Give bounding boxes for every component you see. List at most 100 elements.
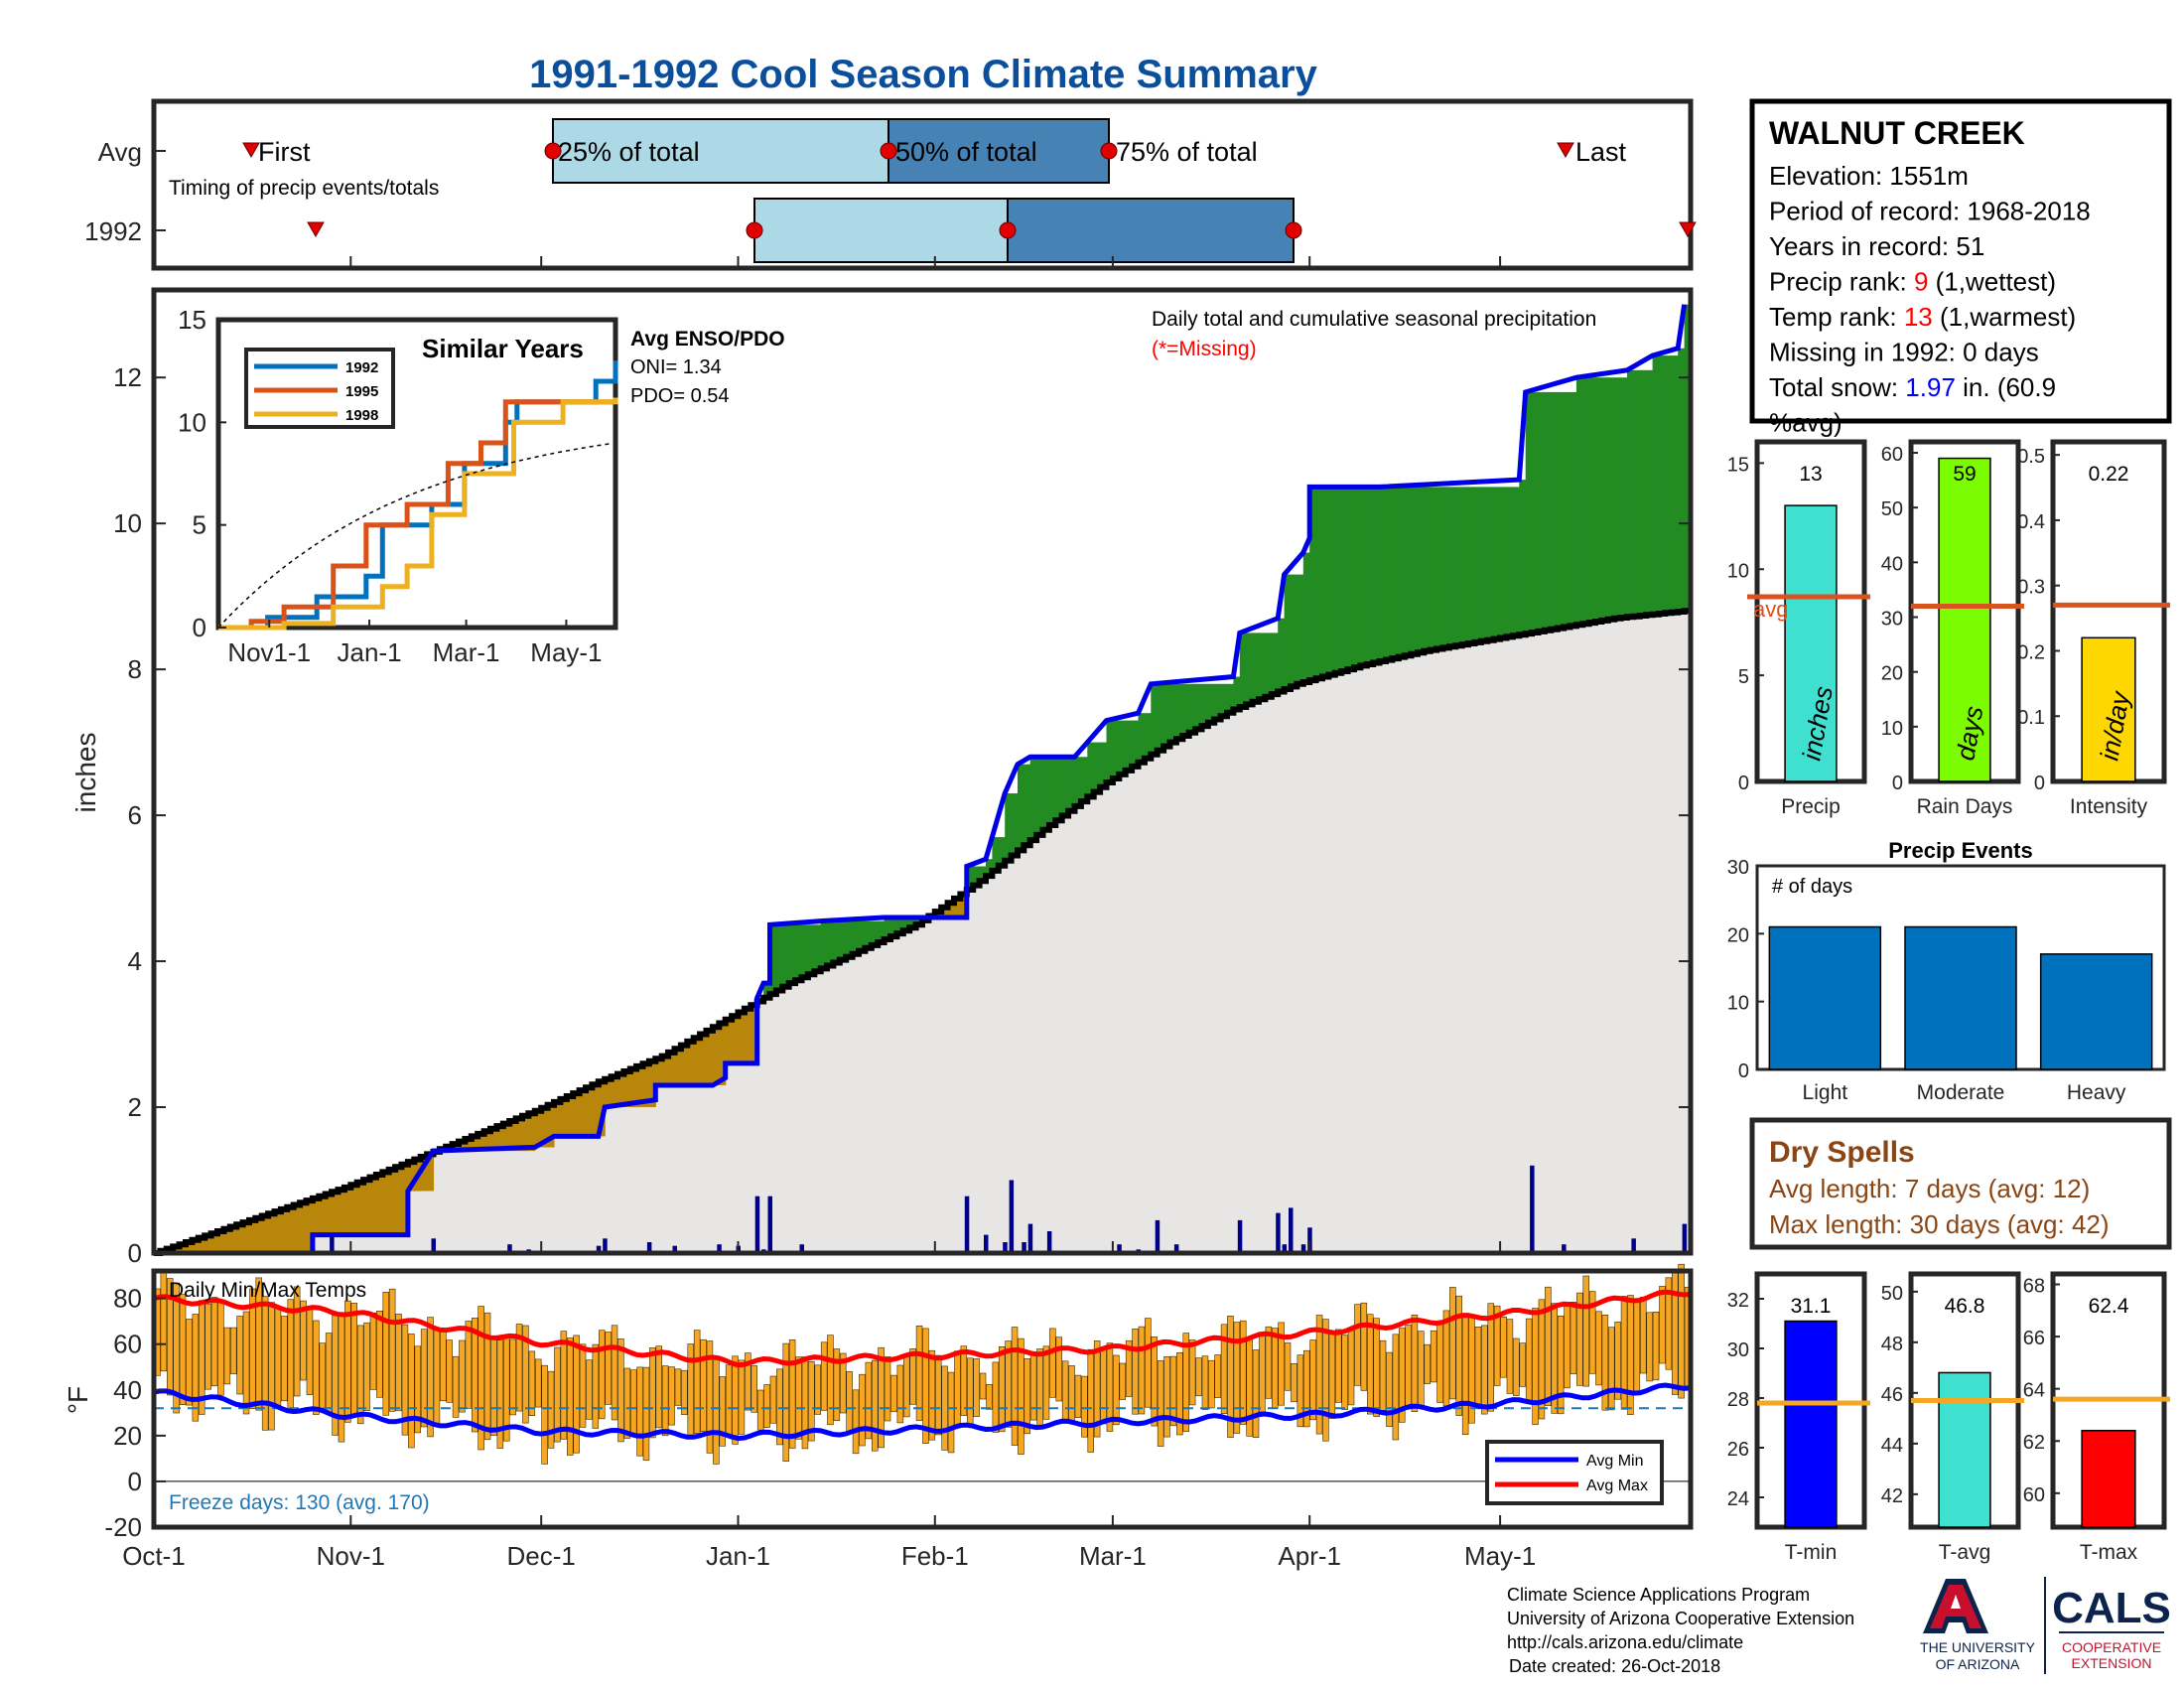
daily-temp-bar bbox=[1525, 1318, 1533, 1402]
daily-temp-bar bbox=[998, 1346, 1006, 1433]
daily-temp-bar bbox=[763, 1384, 770, 1428]
below-average-fill bbox=[636, 1064, 644, 1107]
above-average-fill bbox=[1201, 683, 1209, 725]
daily-temp-bar bbox=[293, 1286, 301, 1397]
daily-temp-bar bbox=[1018, 1337, 1024, 1455]
daily-temp-bar bbox=[1449, 1287, 1456, 1400]
above-average-fill bbox=[1106, 720, 1114, 780]
station-line-part: Precip rank: bbox=[1769, 267, 1914, 297]
daily-temp-bar bbox=[427, 1317, 434, 1438]
daily-temp-bar bbox=[1418, 1331, 1425, 1408]
above-average-fill bbox=[1144, 713, 1152, 757]
daily-temp-bar bbox=[1367, 1314, 1374, 1415]
above-average-fill bbox=[1239, 633, 1247, 706]
daily-temp-bar bbox=[1265, 1326, 1273, 1399]
temp-title: Daily Min/Max Temps bbox=[169, 1279, 366, 1302]
temp-0-panel: 24 26 28 30 32 31.1 T-min bbox=[1727, 1271, 1870, 1564]
daily-temp-bar bbox=[579, 1343, 587, 1428]
below-average-fill bbox=[605, 1077, 613, 1108]
temp-1-y-tick-label: 42 bbox=[1881, 1485, 1903, 1507]
daily-temp-bar bbox=[890, 1374, 897, 1413]
daily-temp-bar bbox=[859, 1373, 866, 1447]
x-tick-label: Nov-1 bbox=[317, 1541, 385, 1571]
below-average-fill bbox=[369, 1176, 377, 1235]
below-average-fill bbox=[420, 1155, 428, 1192]
daily-temp-bar bbox=[1195, 1357, 1202, 1397]
below-average-fill bbox=[210, 1232, 218, 1253]
below-average-fill bbox=[586, 1085, 593, 1137]
temp-1-category-label: T-avg bbox=[1939, 1541, 1991, 1564]
x-tick-label: Mar-1 bbox=[1079, 1541, 1147, 1571]
below-average-fill bbox=[483, 1130, 491, 1152]
below-average-fill bbox=[592, 1082, 600, 1137]
above-average-fill bbox=[1297, 574, 1304, 683]
main-plot-area bbox=[154, 304, 1692, 1256]
daily-temp-bar bbox=[706, 1340, 714, 1454]
temp-2-bar bbox=[2081, 1429, 2136, 1528]
dry-spells-max: Max length: 30 days (avg: 42) bbox=[1769, 1209, 2110, 1239]
temp-y-label: °F bbox=[63, 1386, 93, 1414]
daily-temp-bar bbox=[160, 1268, 168, 1372]
daily-temp-bar bbox=[839, 1352, 847, 1414]
below-average-fill bbox=[655, 1056, 663, 1085]
above-average-fill bbox=[1671, 355, 1679, 613]
above-average-fill bbox=[1182, 683, 1190, 735]
daily-temp-bar bbox=[649, 1347, 656, 1439]
daily-precip-bar bbox=[1300, 1244, 1306, 1253]
below-average-fill bbox=[648, 1059, 656, 1107]
precip-0-y-tick-label: 10 bbox=[1727, 560, 1749, 582]
daily-temp-bar bbox=[1068, 1365, 1075, 1423]
timing-panel: Avg 1992 Timing of precip events/totals … bbox=[84, 98, 1697, 271]
precip-2-y-tick-label: 0.2 bbox=[2017, 641, 2045, 663]
daily-temp-bar bbox=[1113, 1354, 1120, 1426]
daily-temp-bar bbox=[287, 1299, 294, 1410]
below-average-fill bbox=[522, 1114, 529, 1152]
daily-precip-bar bbox=[596, 1245, 602, 1253]
daily-temp-bar bbox=[179, 1294, 187, 1405]
above-average-fill bbox=[1011, 793, 1019, 853]
daily-temp-bar bbox=[1132, 1329, 1139, 1415]
below-average-fill bbox=[668, 1051, 676, 1085]
below-average-fill bbox=[287, 1205, 295, 1253]
daily-temp-bar bbox=[1373, 1318, 1380, 1417]
daily-precip-bar bbox=[984, 1234, 989, 1253]
below-average-fill bbox=[229, 1225, 237, 1253]
legend-1998: 1998 bbox=[345, 407, 378, 424]
station-line-part: Total snow: bbox=[1769, 372, 1905, 402]
daily-temp-bar bbox=[401, 1324, 409, 1436]
above-average-fill bbox=[1455, 487, 1463, 645]
above-average-fill bbox=[1493, 487, 1501, 639]
above-average-fill bbox=[814, 924, 822, 970]
main-y-label: inches bbox=[70, 733, 101, 813]
dry-spells-avg: Avg length: 7 days (avg: 12) bbox=[1769, 1174, 2090, 1203]
below-average-fill bbox=[693, 1036, 701, 1085]
daily-temp-bar bbox=[661, 1365, 669, 1437]
daily-temp-bar bbox=[1297, 1354, 1304, 1428]
daily-precip-bar bbox=[1282, 1244, 1288, 1253]
above-average-fill bbox=[1132, 720, 1140, 765]
daily-temp-bar bbox=[642, 1366, 650, 1461]
above-average-fill bbox=[1430, 487, 1437, 650]
similar-y-tick-label: 15 bbox=[178, 305, 206, 335]
above-average-fill bbox=[1138, 713, 1146, 761]
temp-2-y-tick-label: 66 bbox=[2023, 1328, 2045, 1349]
below-average-fill bbox=[566, 1094, 574, 1137]
daily-temp-bar bbox=[986, 1384, 993, 1410]
daily-temp-bar bbox=[1246, 1337, 1253, 1437]
x-tick-label: Apr-1 bbox=[1278, 1541, 1341, 1571]
daily-precip-bar bbox=[646, 1242, 652, 1253]
timing-box-50-75 bbox=[1007, 198, 1295, 263]
station-line-part: Elevation: 1551m bbox=[1769, 161, 1969, 191]
daily-temp-bar bbox=[1106, 1342, 1114, 1432]
daily-temp-bar bbox=[167, 1278, 174, 1396]
daily-temp-bar bbox=[217, 1302, 224, 1396]
daily-temp-bar bbox=[1284, 1342, 1292, 1391]
daily-temp-bar bbox=[1557, 1316, 1565, 1415]
daily-temp-bar bbox=[1125, 1339, 1133, 1397]
below-average-fill bbox=[401, 1163, 409, 1235]
daily-temp-bar bbox=[934, 1354, 942, 1436]
below-average-fill bbox=[680, 1043, 688, 1085]
daily-temp-bar bbox=[782, 1342, 789, 1462]
above-average-fill bbox=[1322, 487, 1329, 676]
daily-temp-bar bbox=[1455, 1295, 1463, 1416]
